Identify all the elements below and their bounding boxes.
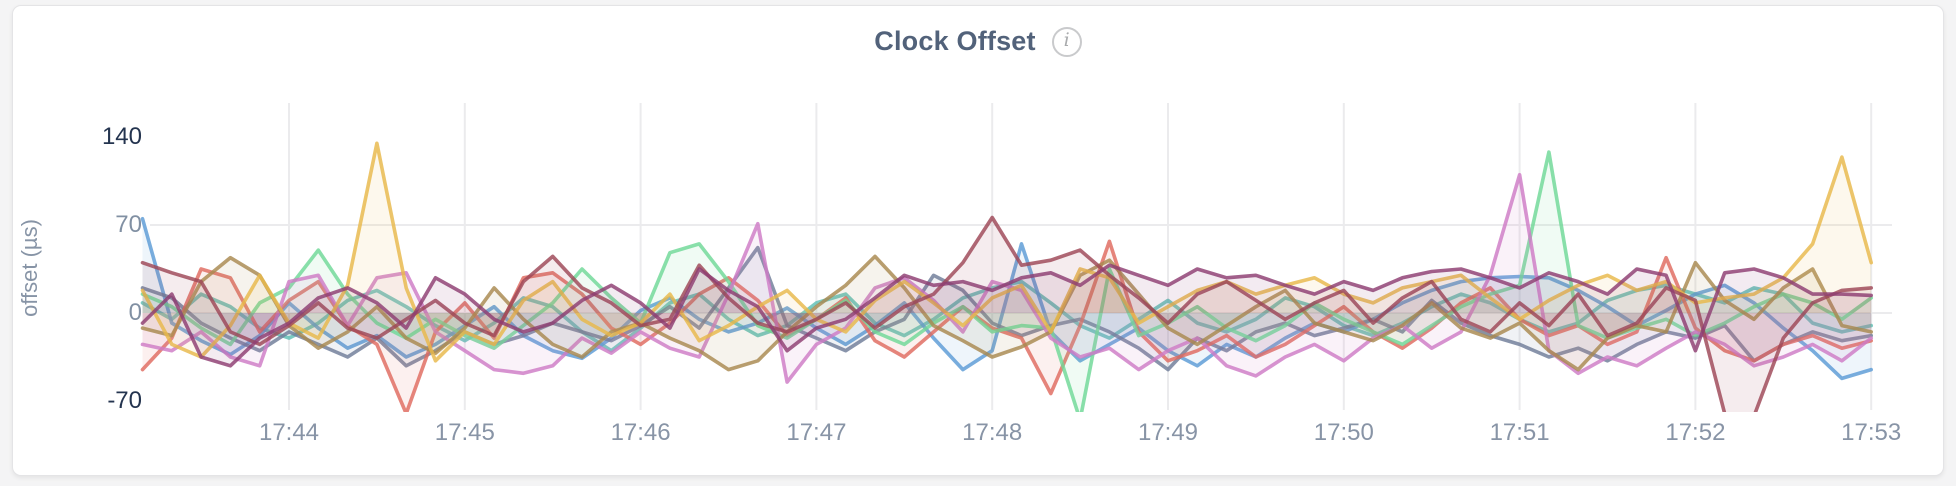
series-area-olive (142, 256, 1872, 370)
x-tick-label: 17:53 (1841, 419, 1902, 446)
series-area-amber (142, 143, 1872, 361)
chart-title: Clock Offset (874, 26, 1036, 56)
series-area-orchid (142, 174, 1872, 383)
series-area-plum (142, 265, 1872, 366)
series-area-red (142, 241, 1872, 412)
x-tick-label: 17:46 (610, 419, 671, 446)
x-tick-label: 17:48 (962, 419, 1023, 446)
series-plot (140, 141, 1873, 412)
gridlines (150, 103, 1892, 410)
y-tick-label: 140 (101, 123, 142, 150)
x-tick-label: 17:50 (1313, 419, 1374, 446)
chart-header: Clock Offset i (0, 26, 1956, 57)
x-tick-label: 17:51 (1489, 419, 1550, 446)
x-tick-label: 17:52 (1665, 419, 1726, 446)
x-tick-label: 17:47 (786, 419, 847, 446)
x-tick-label: 17:49 (1137, 419, 1199, 446)
y-tick-label: 0 (128, 299, 142, 326)
x-tick-label: 17:44 (258, 419, 320, 446)
series-line-plum (140, 263, 1873, 368)
y-tick-label: 70 (115, 211, 142, 238)
series-area-emerald (142, 152, 1872, 412)
x-tick-label: 17:45 (434, 419, 495, 446)
y-tick-label: -70 (107, 387, 142, 414)
info-icon[interactable]: i (1051, 26, 1082, 57)
series-line-maroon (140, 215, 1873, 412)
